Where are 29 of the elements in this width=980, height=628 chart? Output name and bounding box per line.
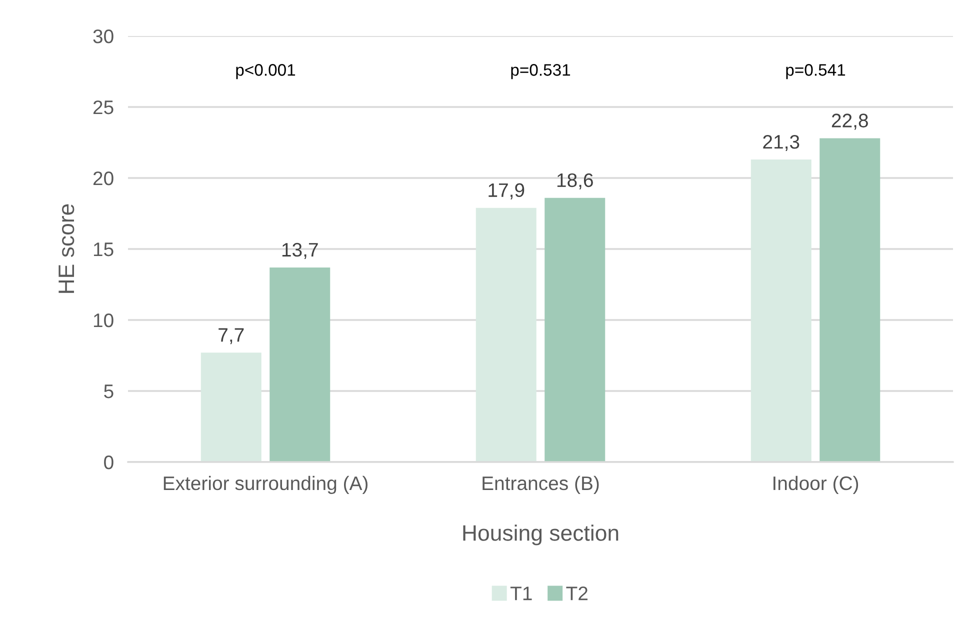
x-tick-label: Exterior surrounding (A) — [164, 476, 368, 494]
y-tick-label: 30 — [93, 29, 114, 44]
data-label: 7,7 — [218, 328, 244, 344]
data-label: 13,7 — [282, 242, 318, 259]
y-tick-label: 10 — [94, 313, 114, 328]
legend-label: T1 — [510, 586, 532, 600]
legend-label: T2 — [566, 586, 588, 600]
y-tick-label: 25 — [93, 100, 114, 114]
bar — [270, 267, 330, 462]
annotation: p=0.541 — [786, 64, 846, 80]
y-tick-label: 0 — [104, 455, 114, 470]
bar — [200, 352, 262, 462]
x-axis-title: Housing section — [463, 524, 618, 546]
x-tick-label: Entrances (B) — [482, 476, 599, 494]
bar — [476, 208, 536, 462]
annotation: p=0.531 — [511, 64, 570, 80]
bar — [544, 198, 606, 462]
y-tick-label: 20 — [93, 171, 114, 186]
data-label: 22,8 — [832, 114, 868, 130]
x-tick-label: Indoor (C) — [774, 476, 858, 494]
bar — [750, 160, 812, 462]
data-label: 17,9 — [488, 183, 524, 200]
data-label: 21,3 — [763, 134, 800, 152]
y-axis-title: HE score — [58, 204, 74, 293]
annotation: p<0.001 — [236, 64, 296, 80]
y-tick-label: 15 — [94, 242, 114, 256]
bar — [820, 138, 880, 462]
data-label: 18,6 — [557, 173, 593, 190]
y-tick-label: 5 — [104, 384, 114, 398]
